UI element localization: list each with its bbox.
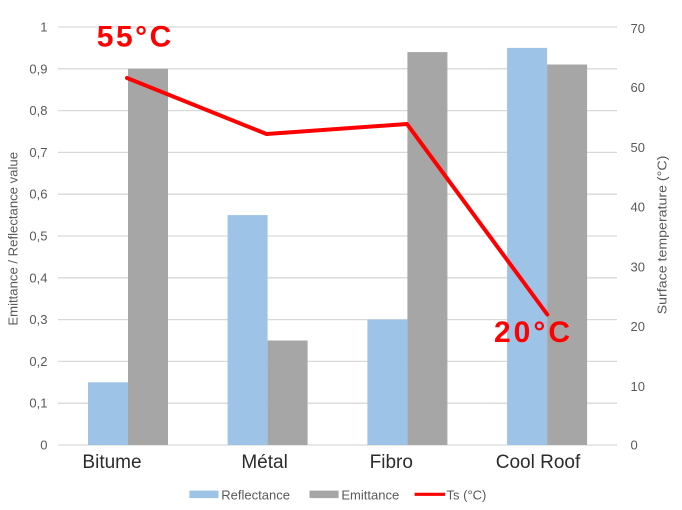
svg-text:50: 50 <box>631 140 645 155</box>
svg-text:30: 30 <box>631 259 645 274</box>
svg-text:Emittance: Emittance <box>341 488 399 503</box>
svg-text:0,3: 0,3 <box>29 312 47 327</box>
svg-text:0,1: 0,1 <box>29 396 47 411</box>
svg-text:0,4: 0,4 <box>29 270 47 285</box>
svg-text:Cool Roof: Cool Roof <box>496 452 581 473</box>
svg-text:Reflectance: Reflectance <box>221 488 290 503</box>
svg-text:40: 40 <box>631 200 645 215</box>
svg-text:0,9: 0,9 <box>29 61 47 76</box>
svg-text:0,5: 0,5 <box>29 229 47 244</box>
svg-text:70: 70 <box>631 21 645 36</box>
svg-text:Surface temperature (°C): Surface temperature (°C) <box>654 156 669 315</box>
svg-text:0: 0 <box>40 438 47 453</box>
svg-text:10: 10 <box>631 379 645 394</box>
svg-text:Fibro: Fibro <box>370 452 413 473</box>
svg-text:0,2: 0,2 <box>29 354 47 369</box>
svg-text:Bitume: Bitume <box>82 452 141 473</box>
svg-text:Métal: Métal <box>241 452 287 473</box>
svg-text:60: 60 <box>631 80 645 95</box>
svg-text:Emittance / Reflectance value: Emittance / Reflectance value <box>6 152 20 326</box>
svg-text:1: 1 <box>40 20 47 35</box>
svg-text:0,8: 0,8 <box>29 103 47 118</box>
svg-text:0: 0 <box>631 438 638 453</box>
svg-text:55°C: 55°C <box>97 21 172 54</box>
svg-text:Ts (°C): Ts (°C) <box>447 488 487 503</box>
svg-text:20: 20 <box>631 319 645 334</box>
svg-text:0,6: 0,6 <box>29 187 47 202</box>
svg-text:0,7: 0,7 <box>29 145 47 160</box>
